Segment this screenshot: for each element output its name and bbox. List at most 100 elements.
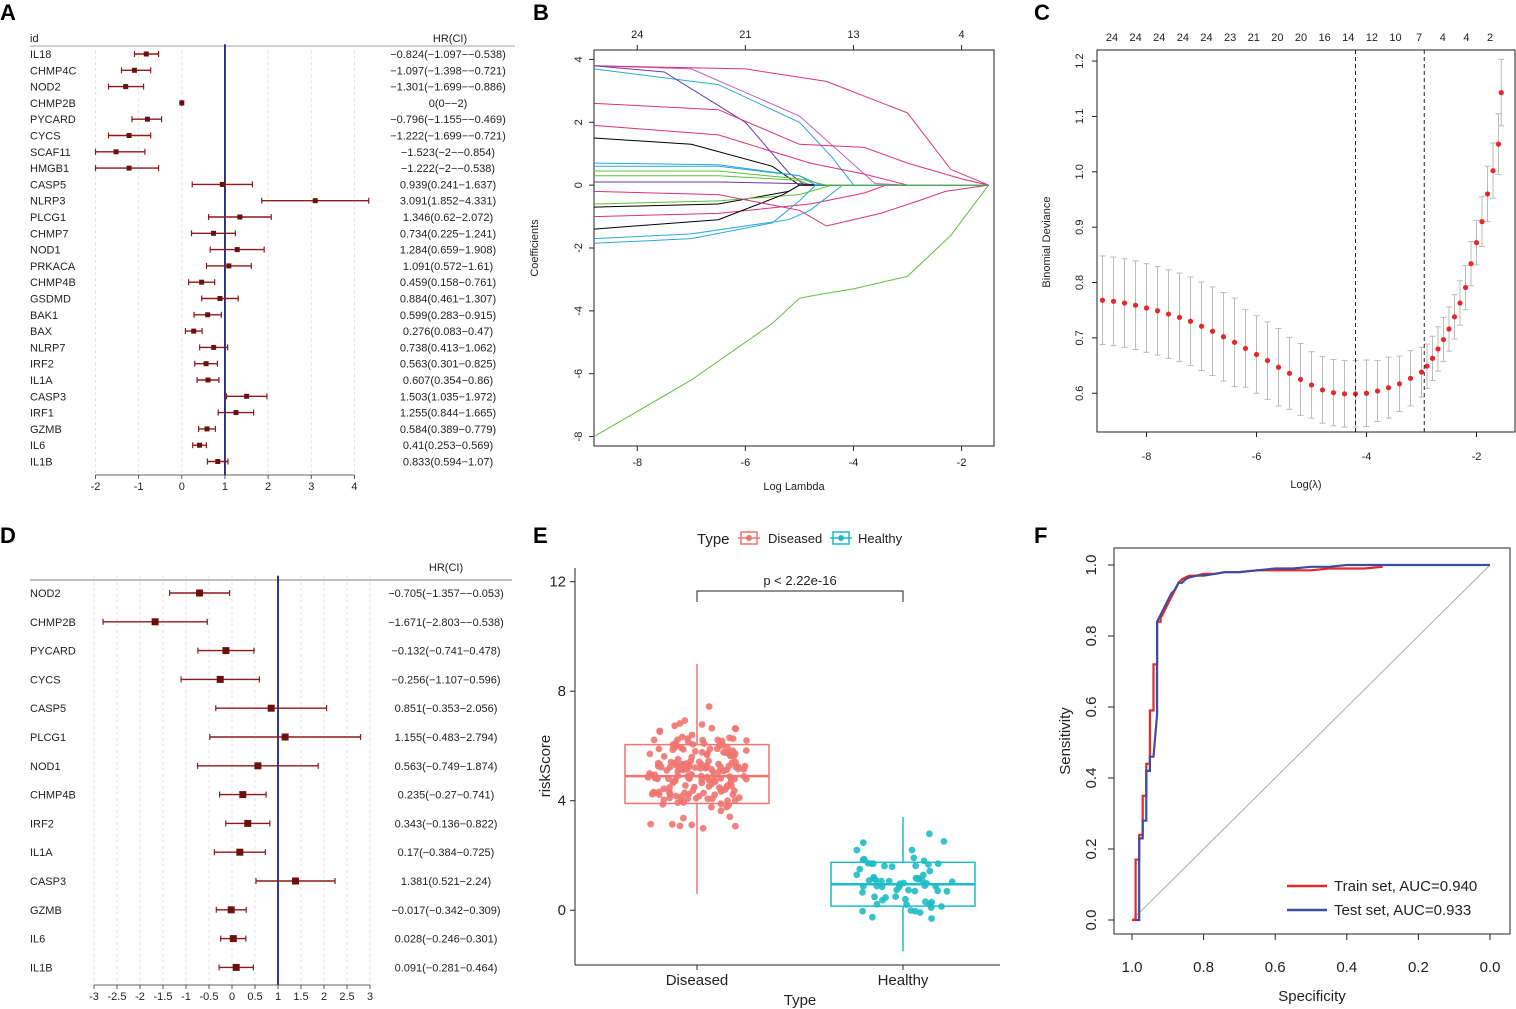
cv-error-bars: [1099, 58, 1505, 428]
deviance-point-5: [1154, 308, 1161, 314]
point-healthy-55: [859, 856, 867, 864]
row-label-prkaca: PRKACA: [30, 261, 76, 273]
point-diseased-179: [726, 813, 734, 821]
point-diseased-166: [679, 760, 686, 768]
point-healthy-39: [859, 889, 866, 896]
cv-x-ticks: -8 -6 -4 -2: [1142, 432, 1482, 463]
x-tick-label-2: -2: [135, 991, 145, 1003]
point-diseased-149: [724, 744, 731, 752]
hr-value-il1a: 0.17(−0.384−0.725): [398, 847, 495, 859]
point-diseased-177: [677, 744, 685, 752]
pvalue-bracket: p < 2.22e-16: [696, 573, 904, 602]
point-diseased-33: [740, 765, 748, 773]
point-diseased-122: [650, 736, 658, 744]
row-label-pycard: PYCARD: [30, 114, 76, 126]
y-tick-label-0: 0: [558, 902, 566, 919]
estimate-marker-plcg1: [237, 214, 243, 220]
deviance-point-24: [1363, 390, 1370, 396]
row-label-casp3: CASP3: [30, 876, 66, 888]
top-label-12: 10: [1389, 32, 1401, 44]
pvalue-bracket-line: [696, 590, 904, 602]
hr-value-pycard: −0.132(−0.741−0.478): [391, 646, 500, 658]
row-label-irf2: IRF2: [30, 818, 54, 830]
estimate-marker-il1b: [215, 459, 221, 464]
deviance-point-16: [1275, 364, 1282, 370]
path-g1: [593, 184, 989, 438]
y-tick-label-1: 4: [558, 793, 566, 810]
x-tick-label-2: 0: [179, 481, 185, 493]
point-diseased-135: [706, 745, 714, 753]
path-g3: [593, 68, 989, 186]
top-tick-label-1: 21: [739, 29, 751, 41]
panel-a: A id HR(CI) IL18 −0.824(−1.097−−0.538) CHM…: [0, 0, 515, 493]
row-label-casp5: CASP5: [30, 703, 66, 715]
point-diseased-160: [714, 736, 722, 744]
roc-curve-test: [1135, 563, 1490, 922]
y-tick-label-2: 0.4: [1083, 768, 1100, 789]
deviance-point-27: [1396, 381, 1403, 387]
estimate-marker-il18: [143, 51, 149, 57]
hr-value-nod2: −1.301(−1.699−−0.886): [390, 82, 506, 94]
lasso-path-x-label: Log Lambda: [763, 481, 825, 493]
point-healthy-63: [928, 898, 935, 906]
x-tick-label-4: 0.2: [1408, 959, 1429, 976]
forest-a-x-ticks: -2 -1 0 1 2 3 4: [91, 475, 357, 493]
estimate-marker-prkaca: [226, 263, 232, 269]
deviance-point-20: [1319, 387, 1326, 393]
panel-label-b: B: [533, 0, 549, 25]
point-diseased-112: [659, 801, 667, 808]
y-tick-label-1: 0.7: [1074, 330, 1086, 345]
x-tick-label-3: -2: [1472, 451, 1482, 463]
point-diseased-140: [660, 753, 668, 760]
deviance-point-42: [1490, 168, 1496, 174]
x-tick-label-3: -2: [957, 457, 967, 469]
point-healthy-2: [908, 846, 916, 854]
point-diseased-0: [688, 821, 696, 829]
lasso-path-y-ticks: -8 -6 -4 -2 0 2 4: [573, 56, 594, 441]
hr-value-irf1: 1.255(0.844−1.665): [400, 408, 496, 420]
panel-f: F 1.0 0.8 0.6 0.4 0.2 0.0 0.00.20.40.60.81.0 …: [1034, 523, 1511, 1005]
point-diseased-25: [699, 824, 707, 832]
path-g2: [593, 65, 989, 186]
top-label-16: 2: [1487, 32, 1493, 44]
point-healthy-42: [902, 895, 909, 903]
estimate-marker-il1b: [232, 963, 240, 971]
point-diseased-154: [674, 755, 682, 763]
cv-x-label: Log(λ): [1290, 479, 1321, 491]
legend-diseased-dot: [746, 535, 752, 541]
point-diseased-22: [705, 703, 713, 710]
point-healthy-53: [910, 854, 918, 862]
point-diseased-147: [716, 742, 723, 750]
legend-title: Type: [697, 531, 730, 548]
row-label-cycs: CYCS: [30, 674, 61, 686]
deviance-point-21: [1330, 390, 1337, 396]
top-label-1: 24: [1130, 32, 1142, 44]
estimate-marker-cycs: [126, 133, 132, 138]
estimate-marker-casp3: [292, 877, 300, 885]
roc-legend: Train set, AUC=0.940 Test set, AUC=0.933: [1287, 878, 1477, 919]
x-tick-label-8: 1: [275, 991, 281, 1003]
x-tick-label-1: -6: [740, 457, 750, 469]
point-healthy-50: [856, 865, 864, 873]
deviance-point-13: [1242, 345, 1249, 352]
point-diseased-146: [708, 795, 716, 803]
top-label-11: 12: [1366, 32, 1378, 44]
hr-value-nlrp7: 0.738(0.413−1.062): [400, 342, 496, 354]
deviance-point-15: [1264, 357, 1271, 364]
y-tick-label-5: 1.0: [1083, 555, 1100, 576]
deviance-point-28: [1407, 375, 1414, 381]
roc-x-label: Specificity: [1278, 988, 1346, 1005]
roc-x-ticks: 1.0 0.8 0.6 0.4 0.2 0.0: [1122, 934, 1500, 976]
hr-value-gsdmd: 0.884(0.461−1.307): [400, 294, 496, 306]
boxplot-y-label: riskScore: [537, 735, 554, 798]
deviance-point-12: [1231, 339, 1238, 345]
x-tick-label-10: 2: [321, 991, 327, 1003]
row-label-plcg1: PLCG1: [30, 732, 66, 744]
point-healthy-33: [911, 887, 919, 895]
deviance-point-44: [1498, 90, 1504, 96]
point-healthy-62: [912, 862, 920, 870]
point-diseased-150: [678, 733, 686, 741]
estimate-marker-chmp4b: [199, 279, 205, 285]
point-healthy-60: [911, 907, 919, 915]
top-tick-label-3: 4: [959, 29, 965, 41]
